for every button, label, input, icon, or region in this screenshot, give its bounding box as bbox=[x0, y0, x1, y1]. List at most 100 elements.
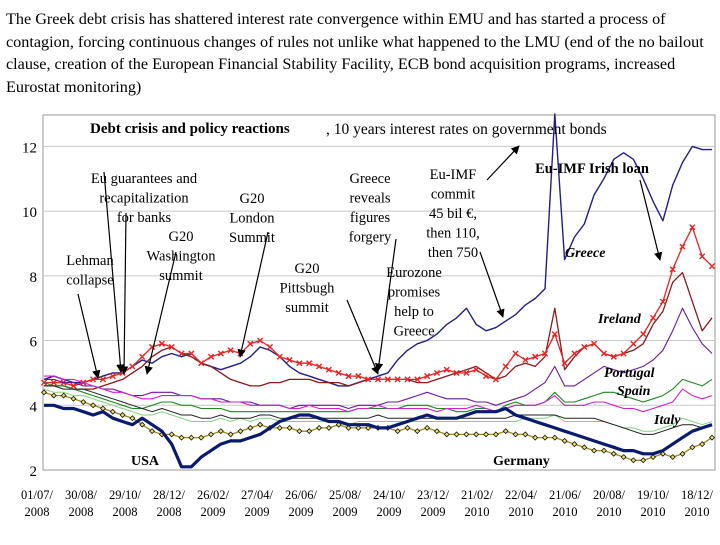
data-point bbox=[561, 437, 568, 444]
annotation-line: G20 bbox=[240, 191, 265, 207]
x-tick-label: 2009 bbox=[377, 505, 402, 519]
data-point bbox=[296, 428, 303, 435]
x-tick: 26/06/2009 bbox=[285, 488, 317, 519]
y-tick-label: 8 bbox=[30, 270, 38, 286]
data-point bbox=[699, 441, 706, 448]
annotation-eu-guarantees: Eu guarantees and recapitalization for ban… bbox=[91, 171, 198, 226]
annotation-arrow bbox=[77, 293, 101, 379]
annotation-line: G20 bbox=[295, 261, 320, 277]
series-label: Germany bbox=[493, 454, 550, 469]
data-point bbox=[414, 428, 421, 435]
annotation-arrow bbox=[374, 238, 397, 372]
annotation-arrow bbox=[639, 179, 663, 261]
series-label: Portugal bbox=[604, 366, 655, 381]
data-point bbox=[581, 444, 588, 451]
data-point bbox=[512, 350, 519, 357]
data-point bbox=[404, 424, 411, 431]
annotation-line: Eu-IMF Irish loan bbox=[535, 161, 649, 177]
data-point bbox=[453, 369, 460, 377]
x-axis: 01/07/200830/08/200829/10/200828/12/2008… bbox=[21, 488, 713, 519]
x-tick-label: 2010 bbox=[465, 505, 490, 519]
data-point bbox=[168, 431, 175, 438]
data-point bbox=[610, 450, 617, 457]
series-6 bbox=[43, 388, 713, 432]
series-line bbox=[43, 388, 713, 432]
data-point bbox=[640, 330, 647, 338]
series-2 bbox=[40, 224, 716, 389]
data-point bbox=[50, 379, 57, 386]
series-line bbox=[44, 385, 713, 435]
data-point bbox=[630, 340, 637, 347]
annotation-arrow bbox=[486, 145, 520, 181]
data-point bbox=[237, 428, 244, 435]
data-point bbox=[424, 424, 431, 431]
data-point bbox=[581, 343, 588, 351]
annotation-eurozone-help: Eurozone promises help to Greece bbox=[386, 265, 442, 340]
annotation-arrow bbox=[346, 299, 379, 375]
annotation-line: Summit bbox=[229, 230, 275, 246]
data-point bbox=[345, 424, 352, 431]
data-point bbox=[541, 350, 549, 357]
data-point bbox=[610, 353, 617, 360]
annotation-line: forgery bbox=[349, 230, 392, 246]
series-7 bbox=[44, 385, 713, 435]
x-tick-label: 01/07/ bbox=[21, 488, 53, 502]
data-point bbox=[335, 421, 342, 428]
series-9 bbox=[44, 403, 713, 469]
data-point bbox=[306, 428, 313, 435]
data-point bbox=[551, 330, 558, 338]
series-lines bbox=[40, 113, 716, 469]
x-tick-label: 2009 bbox=[333, 505, 358, 519]
data-point bbox=[463, 369, 470, 377]
data-point bbox=[207, 353, 215, 360]
x-tick-label: 28/12/ bbox=[153, 488, 185, 502]
annotation-line: commit bbox=[431, 187, 475, 203]
data-point bbox=[109, 373, 116, 380]
data-point bbox=[630, 457, 637, 464]
x-tick-label: 19/10/ bbox=[637, 488, 669, 502]
x-tick-label: 30/08/ bbox=[65, 488, 97, 502]
series-5 bbox=[44, 375, 713, 413]
data-point bbox=[80, 399, 87, 406]
x-tick: 21/02/2010 bbox=[461, 488, 493, 519]
data-point bbox=[41, 389, 47, 396]
y-tick-label: 12 bbox=[22, 140, 37, 156]
annotation-arrow bbox=[103, 171, 125, 373]
data-point bbox=[620, 454, 627, 461]
x-tick-label: 23/12/ bbox=[417, 488, 449, 502]
plot-frame bbox=[42, 114, 716, 471]
y-tick-label: 10 bbox=[22, 205, 37, 221]
annotation-arrows bbox=[77, 145, 663, 379]
x-tick-label: 2009 bbox=[201, 505, 226, 519]
data-point bbox=[119, 412, 126, 418]
x-tick-label: 2008 bbox=[25, 505, 50, 519]
data-point bbox=[709, 434, 715, 441]
series-label: Greece bbox=[565, 246, 605, 261]
data-point bbox=[502, 428, 509, 435]
x-tick-label: 2009 bbox=[245, 505, 270, 519]
data-point bbox=[217, 428, 224, 435]
data-point bbox=[492, 431, 499, 438]
chart-title: Debt crisis and policy reactions bbox=[90, 121, 290, 137]
annotation-line: Greece bbox=[393, 324, 434, 340]
y-tick-label: 4 bbox=[30, 399, 38, 415]
data-point bbox=[129, 363, 136, 370]
data-point bbox=[433, 428, 440, 435]
data-point bbox=[659, 450, 666, 457]
data-point bbox=[394, 376, 401, 383]
data-point bbox=[689, 224, 696, 231]
data-point bbox=[463, 431, 470, 438]
data-point bbox=[650, 454, 657, 461]
x-tick-label: 2010 bbox=[641, 505, 666, 519]
data-point bbox=[178, 434, 185, 441]
data-point bbox=[257, 421, 264, 428]
annotation-line: Washington bbox=[147, 249, 217, 265]
data-point bbox=[168, 343, 175, 351]
annotation-line: Eu guarantees and bbox=[91, 171, 198, 187]
data-point bbox=[482, 373, 490, 380]
annotation-line: recapitalization bbox=[99, 191, 189, 207]
annotation-line: Greece bbox=[349, 171, 390, 187]
x-tick-label: 2010 bbox=[685, 505, 710, 519]
y-tick-label: 2 bbox=[30, 464, 38, 480]
